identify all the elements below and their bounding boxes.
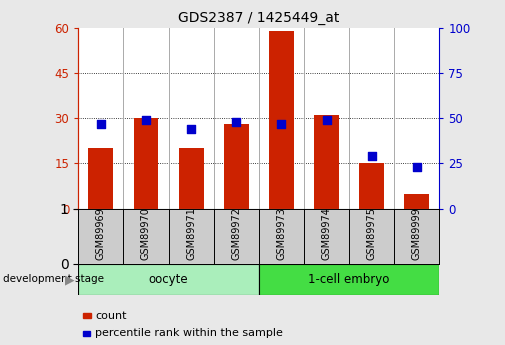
Text: GSM89973: GSM89973 (276, 207, 286, 260)
Text: GSM89971: GSM89971 (186, 207, 196, 260)
Bar (133, 118, 159, 209)
FancyBboxPatch shape (78, 264, 259, 295)
Text: GSM89999: GSM89999 (412, 207, 422, 260)
Title: GDS2387 / 1425449_at: GDS2387 / 1425449_at (178, 11, 339, 25)
Text: GSM89970: GSM89970 (141, 207, 151, 260)
Bar (88, 148, 113, 209)
Text: GSM89969: GSM89969 (96, 207, 106, 260)
Point (97, 121, 105, 126)
Text: ▶: ▶ (65, 273, 75, 286)
Bar (224, 124, 248, 209)
Point (323, 117, 331, 123)
Bar (405, 194, 429, 209)
Text: GSM89974: GSM89974 (322, 207, 331, 260)
Point (187, 126, 195, 132)
Bar (314, 115, 339, 209)
Text: GSM89975: GSM89975 (367, 207, 377, 260)
FancyBboxPatch shape (259, 264, 439, 295)
Point (368, 154, 376, 159)
Point (277, 121, 285, 126)
Point (232, 119, 240, 125)
Point (413, 164, 421, 170)
Text: development stage: development stage (3, 275, 104, 284)
Text: oocyte: oocyte (149, 273, 188, 286)
Bar (359, 164, 384, 209)
Bar (179, 148, 204, 209)
Bar (269, 31, 294, 209)
Text: GSM89972: GSM89972 (231, 207, 241, 260)
Text: count: count (95, 311, 127, 321)
Point (142, 117, 150, 123)
Text: 1-cell embryo: 1-cell embryo (309, 273, 390, 286)
Text: percentile rank within the sample: percentile rank within the sample (95, 328, 283, 338)
